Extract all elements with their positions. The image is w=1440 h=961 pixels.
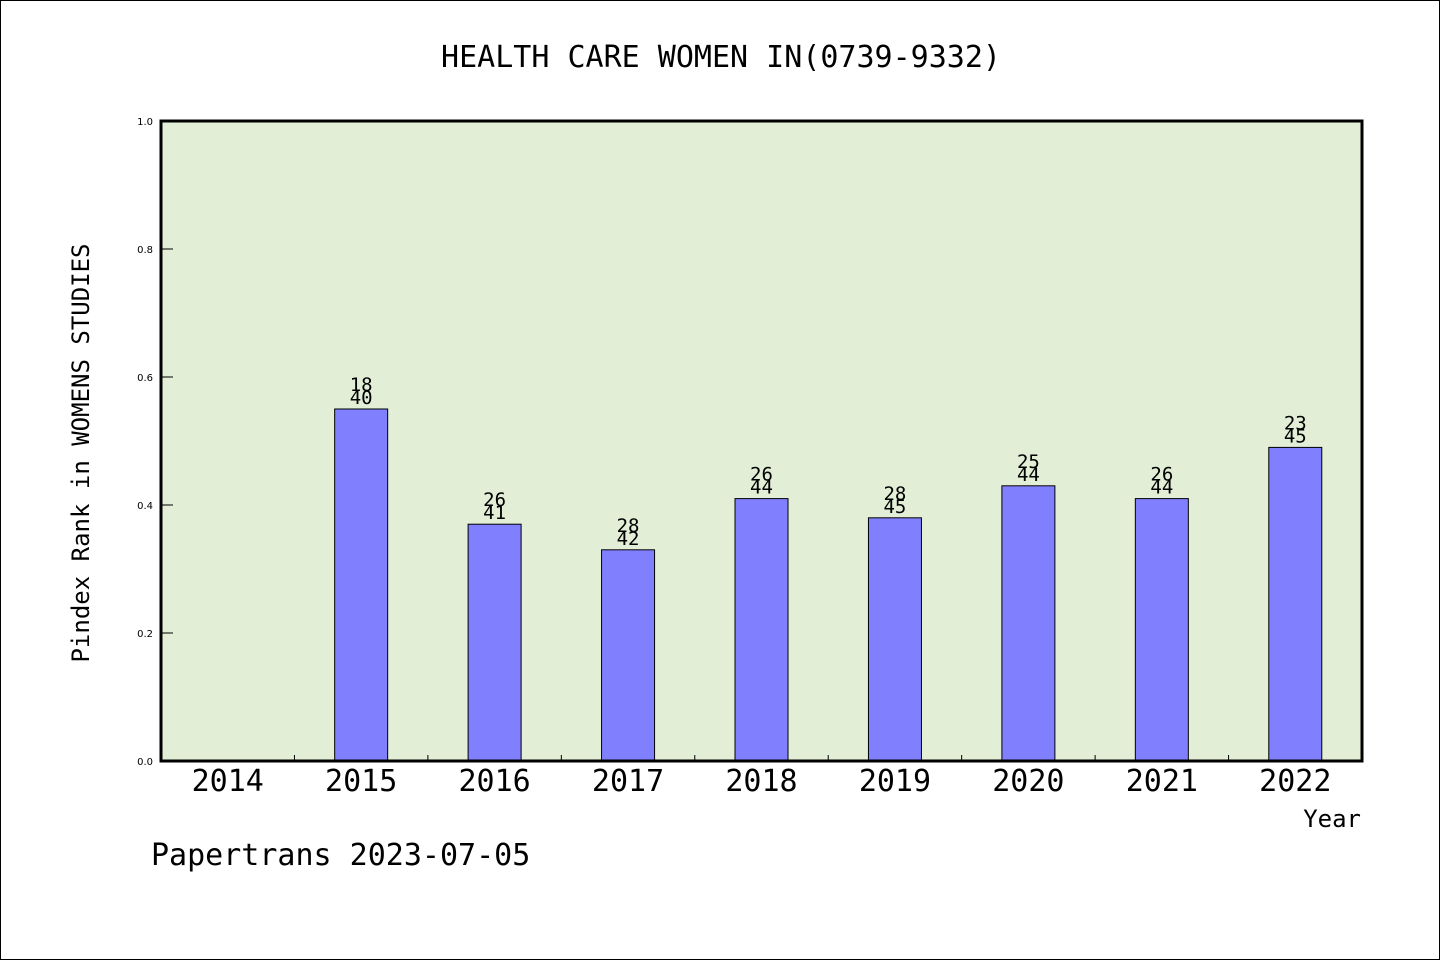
bars-layer: [334, 408, 1323, 762]
bar-2022: [1268, 446, 1323, 762]
bar-label-2015-top: 18: [350, 374, 373, 396]
chart-title: HEALTH CARE WOMEN IN(0739-9332): [441, 40, 1001, 75]
x-tick-label: 2021: [1126, 764, 1198, 799]
x-tick-label: 2014: [192, 764, 264, 799]
x-tick-label: 2020: [992, 764, 1064, 799]
bar-label-2016-bottom: 41: [483, 502, 506, 524]
bar-2019: [867, 517, 922, 762]
y-tick-label: 0.0: [137, 757, 153, 768]
bar-2015: [334, 408, 389, 762]
bar-label-2017-top: 28: [617, 515, 640, 537]
bar-label-2020-bottom: 44: [1017, 464, 1040, 486]
x-ticks-layer: 2014 2015 2016 2017 2018 2019 2020 2021 2022: [192, 755, 1331, 799]
x-tick-label: 2022: [1259, 764, 1331, 799]
y-tick-label: 0.2: [137, 629, 153, 640]
x-tick-label: 2015: [325, 764, 397, 799]
x-tick-label: 2018: [725, 764, 797, 799]
bar-2018: [734, 498, 789, 762]
x-tick-label: 2019: [859, 764, 931, 799]
bar-label-2018-bottom: 44: [750, 477, 773, 499]
bar-label-2015-bottom: 40: [350, 387, 373, 409]
bar-label-2020-top: 25: [1017, 451, 1040, 473]
plot-border: [159, 119, 1364, 763]
bar-2017: [601, 549, 656, 762]
bar-label-2019-bottom: 45: [883, 496, 906, 518]
y-tick-label: 0.8: [137, 245, 153, 256]
bar-label-2018-top: 26: [750, 464, 773, 486]
bar-label-2022-top: 23: [1284, 412, 1307, 434]
y-axis-label: Pindex Rank in WOMENS STUDIES: [67, 243, 95, 662]
bar-label-2019-top: 28: [883, 483, 906, 505]
footer-credit: Papertrans 2023-07-05: [151, 838, 530, 873]
bar-2016: [467, 523, 522, 762]
y-tick-label: 0.4: [137, 501, 153, 512]
bar-label-2022-bottom: 45: [1284, 425, 1307, 447]
bar-label-2021-top: 26: [1150, 464, 1173, 486]
x-axis-label: Year: [1303, 805, 1361, 833]
y-tick-label: 0.6: [137, 373, 153, 384]
x-tick-label: 2016: [458, 764, 530, 799]
bar-2020: [1001, 485, 1056, 762]
y-tick-label: 1.0: [137, 117, 153, 128]
bar-label-2017-bottom: 42: [617, 528, 640, 550]
bar-label-2021-bottom: 44: [1150, 477, 1173, 499]
bar-2021: [1134, 498, 1189, 762]
x-tick-label: 2017: [592, 764, 664, 799]
bar-label-2016-top: 26: [483, 489, 506, 511]
